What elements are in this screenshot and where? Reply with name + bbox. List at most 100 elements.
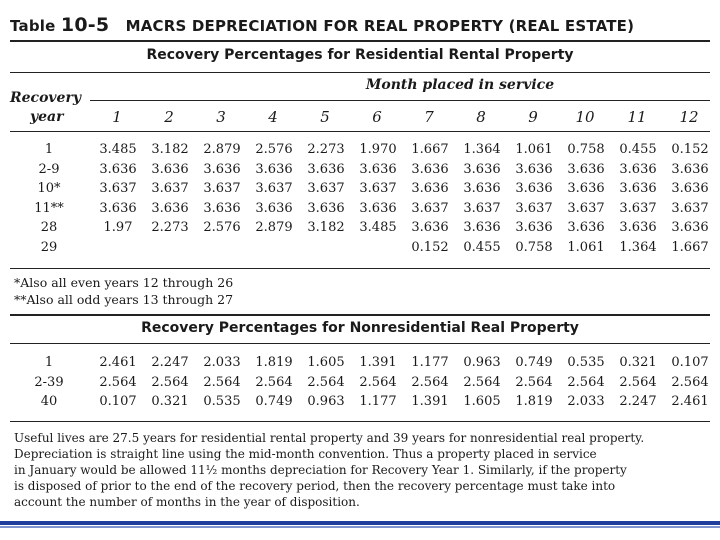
percentage-cell: 3.636 xyxy=(151,200,189,216)
recovery-year-label: 2-9 xyxy=(38,161,60,177)
percentage-cell: 0.749 xyxy=(515,355,553,370)
percentage-cell: 3.636 xyxy=(619,181,657,197)
percentage-cell: 3.636 xyxy=(203,200,241,216)
percentage-cell: 0.535 xyxy=(567,355,605,370)
percentage-cell: 2.564 xyxy=(359,374,397,390)
month-column-header: 4 xyxy=(268,108,278,126)
percentage-cell: 1.177 xyxy=(411,355,449,370)
percentage-cell: 0.107 xyxy=(671,355,709,370)
table-number: 10-5 xyxy=(60,14,110,36)
recovery-year-label: 10* xyxy=(37,181,61,197)
note-line: account the number of months in the year… xyxy=(14,495,360,509)
percentage-cell: 1.391 xyxy=(359,355,397,370)
rule-note xyxy=(10,421,710,422)
percentage-cell: 2.564 xyxy=(567,374,605,390)
percentage-cell: 0.758 xyxy=(567,142,605,157)
percentage-cell: 2.564 xyxy=(411,374,449,390)
percentage-cell: 3.637 xyxy=(411,200,449,216)
percentage-cell: 2.564 xyxy=(151,374,189,390)
percentage-cell: 2.033 xyxy=(203,355,241,370)
percentage-cell: 3.636 xyxy=(567,181,605,197)
table-row: 10* 3.637 3.637 3.637 3.637 3.637 3.637 3.636 3.… xyxy=(0,181,720,199)
percentage-cell: 1.364 xyxy=(463,142,501,157)
table-row: 2-39 2.564 2.564 2.564 2.564 2.564 2.564 2.564 2… xyxy=(0,375,720,393)
percentage-cell: 3.636 xyxy=(463,161,501,177)
percentage-cell: 2.247 xyxy=(151,355,189,370)
month-column-header: 1 xyxy=(112,108,122,126)
rule-nonresidential xyxy=(10,343,710,344)
percentage-cell: 1.177 xyxy=(359,394,397,409)
percentage-cell: 3.636 xyxy=(515,220,553,236)
table-title: Table 10-5 MACRS DEPRECIATION FOR REAL P… xyxy=(10,14,710,36)
percentage-cell: 3.636 xyxy=(463,220,501,236)
percentage-cell: 3.637 xyxy=(515,200,553,216)
table-row: 2-9 3.636 3.636 3.636 3.636 3.636 3.636 3.636 3.… xyxy=(0,162,720,180)
percentage-cell: 1.391 xyxy=(411,394,449,409)
percentage-cell: 3.636 xyxy=(671,181,709,197)
rule-column-heads xyxy=(10,131,710,132)
table-title-main: MACRS DEPRECIATION FOR REAL PROPERTY (RE… xyxy=(125,17,635,35)
percentage-cell: 3.636 xyxy=(463,181,501,197)
percentage-cell: 0.535 xyxy=(203,394,241,409)
percentage-cell: 0.107 xyxy=(99,394,137,409)
recovery-year-label: 29 xyxy=(40,240,58,255)
slide-footer-bar xyxy=(0,521,720,525)
percentage-cell: 3.636 xyxy=(99,161,137,177)
recovery-year-label: 1 xyxy=(44,355,54,370)
percentage-cell: 1.364 xyxy=(619,240,657,255)
recovery-year-label: 11** xyxy=(34,200,64,216)
percentage-cell: 0.749 xyxy=(255,394,293,409)
percentage-cell: 1.819 xyxy=(515,394,553,409)
percentage-cell: 3.636 xyxy=(515,161,553,177)
month-column-header: 2 xyxy=(164,108,174,126)
percentage-cell: 0.152 xyxy=(671,142,709,157)
percentage-cell: 0.963 xyxy=(463,355,501,370)
percentage-cell: 3.637 xyxy=(671,200,709,216)
percentage-cell: 1.97 xyxy=(103,220,133,236)
month-column-header: 5 xyxy=(320,108,330,126)
percentage-cell: 3.636 xyxy=(255,200,293,216)
percentage-cell: 2.564 xyxy=(463,374,501,390)
percentage-cell: 1.605 xyxy=(307,355,345,370)
table-title-prefix: Table xyxy=(10,17,56,35)
recovery-year-label: 1 xyxy=(44,142,54,157)
percentage-cell: 2.564 xyxy=(99,374,137,390)
percentage-cell: 1.667 xyxy=(671,240,709,255)
percentage-cell: 0.455 xyxy=(619,142,657,157)
percentage-cell: 1.061 xyxy=(567,240,605,255)
table-row: 11** 3.636 3.636 3.636 3.636 3.636 3.636 3.637 3… xyxy=(0,201,720,219)
table-row: 1 3.485 3.182 2.879 2.576 2.273 1.970 1.667 1.36… xyxy=(0,142,720,160)
percentage-cell: 3.636 xyxy=(515,181,553,197)
percentage-cell: 1.605 xyxy=(463,394,501,409)
percentage-cell: 2.564 xyxy=(203,374,241,390)
percentage-cell: 1.819 xyxy=(255,355,293,370)
percentage-cell: 0.152 xyxy=(411,240,449,255)
rule-residential-end xyxy=(10,268,710,269)
percentage-cell: 2.564 xyxy=(255,374,293,390)
month-column-header: 8 xyxy=(476,108,486,126)
rule-month-header xyxy=(90,100,710,101)
percentage-cell: 3.636 xyxy=(619,161,657,177)
percentage-cell: 3.637 xyxy=(255,181,293,197)
percentage-cell: 3.636 xyxy=(671,161,709,177)
percentage-cell: 3.636 xyxy=(411,161,449,177)
percentage-cell: 2.879 xyxy=(203,142,241,157)
percentage-cell: 3.182 xyxy=(151,142,189,157)
recovery-year-label: 40 xyxy=(40,394,58,409)
percentage-cell: 2.576 xyxy=(255,142,293,157)
table-row: 1 2.461 2.247 2.033 1.819 1.605 1.391 1.177 0.96… xyxy=(0,355,720,373)
percentage-cell: 2.273 xyxy=(151,220,189,236)
note-line: Useful lives are 27.5 years for resident… xyxy=(14,431,645,445)
percentage-cell: 3.637 xyxy=(307,181,345,197)
year-label: year xyxy=(30,109,64,125)
month-column-header: 12 xyxy=(679,108,699,126)
percentage-cell: 3.636 xyxy=(203,161,241,177)
percentage-cell: 3.637 xyxy=(359,181,397,197)
percentage-cell: 2.461 xyxy=(671,394,709,409)
percentage-cell: 0.455 xyxy=(463,240,501,255)
month-column-header: 3 xyxy=(216,108,226,126)
rule-nonresidential-top xyxy=(10,314,710,316)
percentage-cell: 2.564 xyxy=(307,374,345,390)
percentage-cell: 3.636 xyxy=(411,220,449,236)
